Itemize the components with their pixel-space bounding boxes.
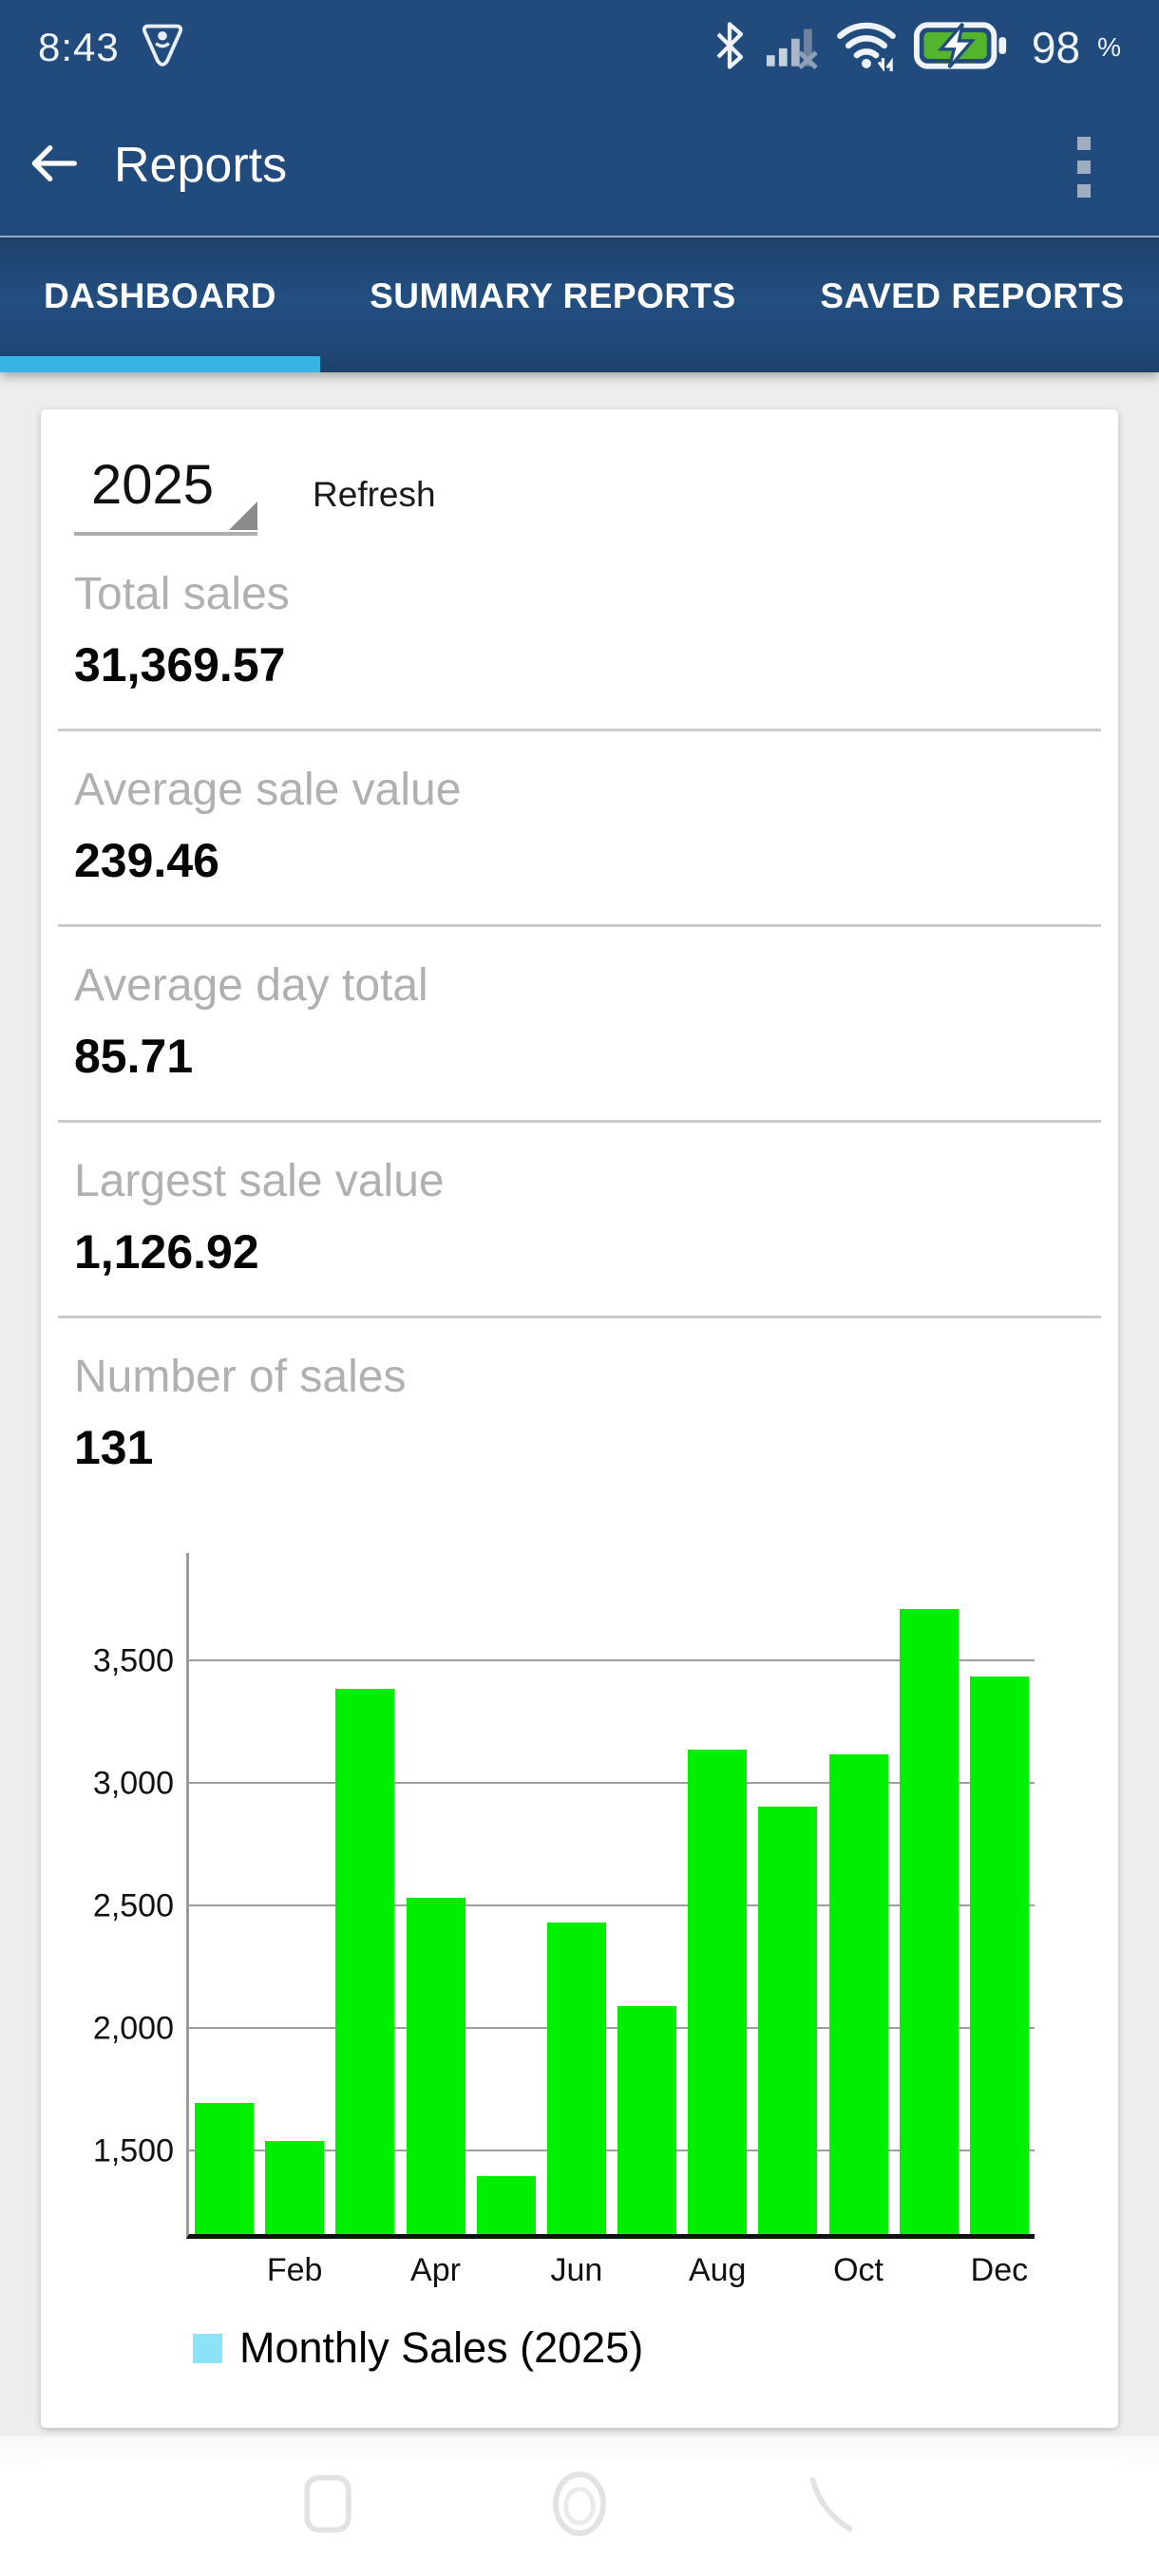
bar-mar[interactable] [335, 1689, 395, 2234]
x-axis-tick-label [758, 2252, 817, 2289]
recents-button-icon[interactable] [300, 2474, 355, 2538]
bar-nov[interactable] [899, 1609, 959, 2234]
gridline [189, 2027, 1035, 2030]
stat-average-sale-value: Average sale value 239.46 [41, 731, 1118, 924]
page-title: Reports [114, 138, 288, 193]
stat-average-day-total: Average day total 85.71 [41, 927, 1118, 1120]
divider [58, 729, 1101, 731]
legend-swatch [193, 2333, 222, 2363]
spinner-arrow-icon [229, 502, 258, 530]
stat-label: Largest sale value [74, 1156, 445, 1206]
stat-label: Average sale value [74, 765, 462, 815]
divider [58, 1316, 1101, 1318]
y-axis-tick-label: 3,000 [92, 1765, 174, 1802]
back-arrow-icon [26, 141, 79, 191]
divider [58, 1120, 1101, 1123]
battery-percent-sign: % [1097, 32, 1121, 62]
tab-indicator [0, 356, 320, 372]
x-axis-tick-label: Jun [550, 2252, 603, 2288]
chart-plot-area: 1,500 2,000 2,500 3,000 3,500 [93, 1553, 1035, 2239]
gridline [189, 1904, 1035, 1906]
y-axis-tick-label: 3,500 [92, 1642, 174, 1679]
bar-sep[interactable] [758, 1807, 818, 2234]
bar-may[interactable] [476, 2176, 536, 2234]
bar-aug[interactable] [688, 1749, 748, 2234]
stat-label: Number of sales [74, 1352, 407, 1402]
bluetooth-icon [712, 21, 747, 75]
bar-apr[interactable] [406, 1897, 466, 2234]
navigation-bar [0, 2436, 1159, 2576]
legend-label: Monthly Sales (2025) [239, 2323, 644, 2372]
x-axis-tick-label [335, 2252, 394, 2289]
stat-value: 239.46 [74, 834, 219, 887]
x-axis-tick-label: Aug [688, 2252, 747, 2288]
stat-value: 31,369.57 [74, 638, 286, 691]
stat-total-sales: Total sales 31,369.57 [41, 536, 1118, 729]
stat-label: Total sales [74, 569, 290, 619]
divider [58, 924, 1101, 927]
bar-jun[interactable] [546, 1922, 606, 2234]
chart-x-axis-labels: Feb Apr Jun Aug Oct Dec [189, 2239, 1035, 2289]
gridline [189, 1658, 1035, 1661]
stat-label: Average day total [74, 960, 428, 1011]
cell-signal-icon [764, 22, 819, 74]
y-axis-tick-label: 2,500 [92, 1887, 174, 1924]
stat-value: 1,126.92 [74, 1225, 259, 1279]
refresh-button[interactable]: Refresh [313, 474, 436, 514]
stat-value: 131 [74, 1421, 154, 1474]
status-bar: 8:43 [0, 0, 1159, 95]
y-axis-tick-label: 2,000 [92, 2010, 174, 2047]
tab-saved-reports[interactable]: SAVED REPORTS [820, 276, 1125, 315]
x-axis-tick-label: Apr [410, 2252, 461, 2288]
x-axis-tick-label: Feb [266, 2252, 323, 2288]
gridline [189, 1781, 1035, 1784]
x-axis-tick-label [900, 2252, 959, 2289]
back-button[interactable] [0, 141, 104, 191]
home-button-icon[interactable] [550, 2471, 609, 2542]
status-time: 8:43 [38, 25, 120, 69]
year-spinner-value: 2025 [91, 454, 215, 516]
back-button-icon[interactable] [804, 2474, 859, 2538]
stat-number-of-sales: Number of sales 131 [41, 1318, 1118, 1511]
overflow-menu-icon[interactable] [1077, 137, 1091, 198]
dashboard-card: 2025 Refresh Total sales 31,369.57 Avera… [41, 409, 1118, 2428]
play-protect-shield-icon [141, 22, 184, 74]
chart-legend: Monthly Sales (2025) [193, 2323, 1118, 2428]
monthly-sales-chart[interactable]: 1,500 2,000 2,500 3,000 3,500 Feb Apr Jun Aug Oc… [41, 1553, 1118, 2428]
battery-charging-icon [913, 19, 1009, 77]
bar-feb[interactable] [265, 2140, 325, 2234]
battery-percent: 98 [1031, 23, 1081, 72]
bar-jul[interactable] [618, 2005, 677, 2234]
gridline [189, 2150, 1035, 2152]
year-spinner[interactable]: 2025 [74, 453, 258, 536]
stat-largest-sale-value: Largest sale value 1,126.92 [41, 1123, 1118, 1316]
tab-dashboard[interactable]: DASHBOARD [44, 276, 276, 315]
stat-value: 85.71 [74, 1030, 194, 1083]
x-axis-tick-label [618, 2252, 676, 2289]
bar-jan[interactable] [195, 2102, 254, 2234]
wifi-icon [836, 20, 897, 76]
tab-summary-reports[interactable]: SUMMARY REPORTS [370, 276, 736, 315]
x-axis-tick-label [477, 2252, 536, 2289]
bar-oct[interactable] [828, 1753, 888, 2234]
y-axis-tick-label: 1,500 [92, 2132, 174, 2169]
tab-bar: DASHBOARD SUMMARY REPORTS SAVED REPORTS [0, 237, 1159, 372]
app-bar: Reports [0, 95, 1159, 237]
chart-bars [189, 1553, 1035, 2234]
toolbar-row: 2025 Refresh [74, 453, 1118, 536]
x-axis-tick-label: Dec [970, 2252, 1029, 2288]
x-axis-tick-label [195, 2252, 254, 2289]
x-axis-tick-label: Oct [833, 2252, 884, 2288]
bar-dec[interactable] [969, 1676, 1029, 2234]
